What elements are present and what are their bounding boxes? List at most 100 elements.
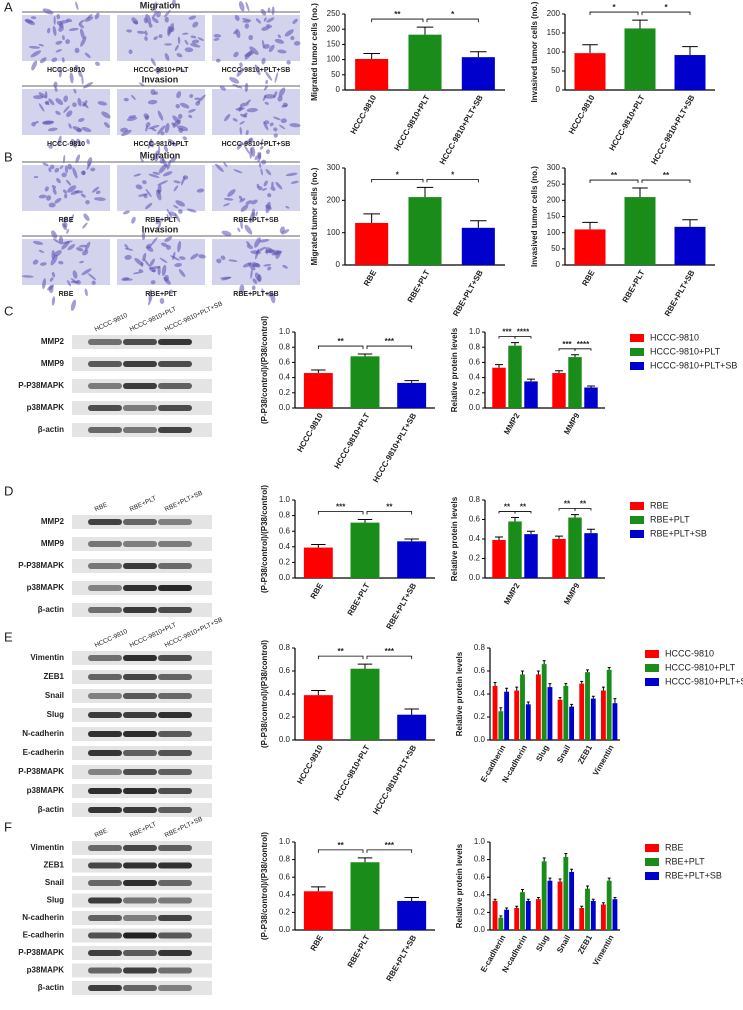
cell: [223, 203, 230, 207]
bar: [600, 904, 606, 930]
bar: [535, 674, 541, 740]
blot-band: [123, 712, 157, 718]
bar: [397, 541, 427, 578]
x-tick-label: Slug: [534, 933, 551, 953]
cell: [175, 103, 180, 109]
blot-band: [88, 607, 122, 613]
image-caption: RBE+PLT+SB: [233, 291, 278, 298]
cell: [123, 97, 129, 102]
y-tick-label: 0.0: [279, 403, 291, 412]
legend-swatch: [630, 348, 644, 356]
blot-band: [88, 563, 122, 569]
y-tick-label: 0.6: [279, 666, 291, 675]
cell: [150, 127, 157, 132]
blot-band: [158, 655, 192, 661]
x-tick-label: RBE: [309, 581, 326, 601]
cell: [87, 273, 97, 281]
panel-letter: D: [4, 483, 13, 498]
cell: [273, 133, 278, 138]
lane-label: RBE+PLT+SB: [164, 490, 204, 514]
cell: [84, 288, 88, 297]
cell: [52, 187, 57, 195]
bar: [547, 687, 553, 740]
cell: [263, 263, 272, 267]
cell: [270, 291, 276, 304]
image-caption: RBE+PLT: [145, 291, 177, 298]
cell: [244, 23, 250, 29]
blot-row-label: Vimentin: [30, 843, 64, 852]
sig-label: ****: [577, 340, 590, 349]
bar: [525, 704, 531, 740]
blot-band: [158, 769, 192, 775]
x-tick-label: RBE+PLT: [406, 268, 432, 304]
cell: [169, 211, 177, 217]
sig-label: **: [338, 841, 345, 850]
cell: [284, 29, 294, 37]
error-bar: [515, 686, 519, 691]
y-tick-label: 0.4: [279, 542, 291, 551]
cell: [267, 193, 272, 198]
cell: [128, 115, 137, 119]
cell: [148, 295, 153, 306]
cell: [150, 280, 156, 285]
cell: [227, 189, 236, 197]
y-axis-label: Relative protein levels: [455, 651, 464, 736]
bar: [568, 517, 582, 578]
set-title: Migration: [140, 0, 181, 10]
cell: [151, 17, 159, 24]
cell: [80, 36, 87, 47]
cell: [255, 211, 258, 217]
cell: [246, 241, 251, 246]
blot-band: [158, 915, 192, 921]
y-axis-label: Invasived tumor cells (no.): [530, 166, 539, 267]
error-bar: [404, 538, 419, 542]
y-tick-label: 0.4: [474, 689, 486, 698]
bar: [674, 55, 706, 90]
cell: [170, 255, 180, 261]
sig-bracket: [514, 511, 532, 514]
bar: [524, 534, 538, 578]
cell: [162, 171, 173, 177]
cell: [182, 32, 189, 35]
cell: [61, 172, 67, 178]
y-tick-label: 0.8: [279, 643, 291, 652]
cell: [82, 101, 89, 109]
sig-bracket: [641, 11, 691, 16]
cell: [40, 262, 47, 266]
sig-bracket: [514, 336, 532, 339]
cell: [133, 271, 142, 275]
blot-band: [88, 807, 122, 813]
y-tick-label: 1.0: [474, 837, 486, 846]
bar: [498, 917, 504, 930]
cell: [250, 250, 261, 255]
x-tick-label: HCCC-9810+PLT+SB: [649, 93, 696, 166]
cell: [285, 172, 298, 177]
cell: [83, 81, 93, 89]
blot-band: [123, 950, 157, 956]
blot-row-label: β-actin: [38, 605, 64, 614]
cell: [55, 49, 62, 53]
y-tick-label: 0.0: [474, 925, 486, 934]
sig-bracket: [589, 179, 639, 184]
y-axis-label: (P-P38/control)/(P38/control): [260, 316, 269, 424]
y-tick-label: 0.8: [474, 643, 486, 652]
blot-band: [123, 339, 157, 345]
x-tick-label: RBE+PLT+SB: [384, 933, 418, 983]
blot-band: [123, 655, 157, 661]
y-tick-label: 100: [327, 228, 341, 237]
bar: [624, 197, 656, 265]
cell: [143, 258, 151, 268]
cell: [164, 43, 173, 46]
y-tick-label: 100: [327, 55, 341, 64]
bar: [492, 685, 498, 740]
cell: [198, 254, 206, 259]
cell: [67, 163, 73, 170]
cell: [55, 98, 64, 106]
cell: [156, 189, 162, 193]
blot-band: [158, 712, 192, 718]
y-tick-label: 0: [336, 260, 341, 269]
cell: [171, 122, 176, 126]
image-caption: HCCC-9810+PLT: [134, 67, 190, 74]
y-axis-label: Relative protein levels: [450, 496, 459, 581]
y-tick-label: 0.6: [469, 358, 481, 367]
